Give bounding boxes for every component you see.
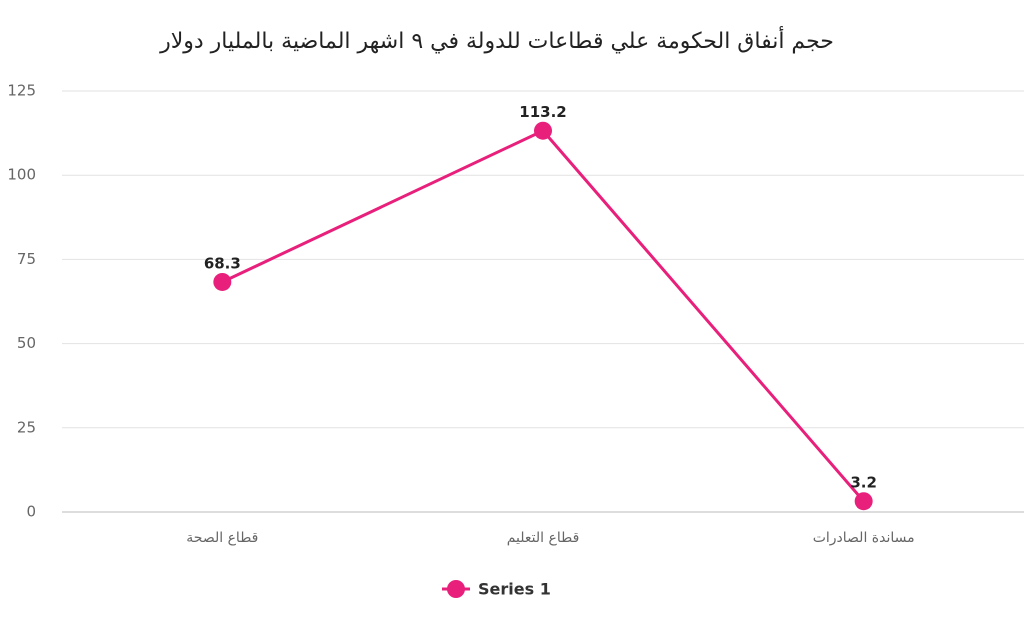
data-label: 3.2 bbox=[850, 474, 877, 492]
legend-marker bbox=[447, 580, 465, 598]
data-point bbox=[854, 492, 873, 511]
y-tick-label: 125 bbox=[7, 82, 36, 100]
y-tick-label: 75 bbox=[17, 250, 36, 268]
y-tick-label: 0 bbox=[26, 503, 36, 521]
chart-title: حجم أنفاق الحكومة علي قطاعات للدولة في ٩… bbox=[159, 26, 834, 54]
data-point bbox=[534, 121, 552, 140]
y-tick-label: 25 bbox=[17, 418, 36, 436]
x-tick-label: قطاع التعليم bbox=[507, 530, 580, 546]
legend-label: Series 1 bbox=[478, 580, 551, 599]
y-tick-label: 50 bbox=[17, 334, 36, 352]
y-tick-label: 100 bbox=[7, 166, 36, 184]
series-line bbox=[221, 128, 865, 503]
x-tick-label: مساندة الصادرات bbox=[813, 530, 915, 546]
data-label: 68.3 bbox=[204, 254, 241, 272]
x-tick-label: قطاع الصحة bbox=[186, 530, 258, 546]
data-point bbox=[213, 272, 232, 291]
data-label: 113.2 bbox=[519, 103, 566, 121]
